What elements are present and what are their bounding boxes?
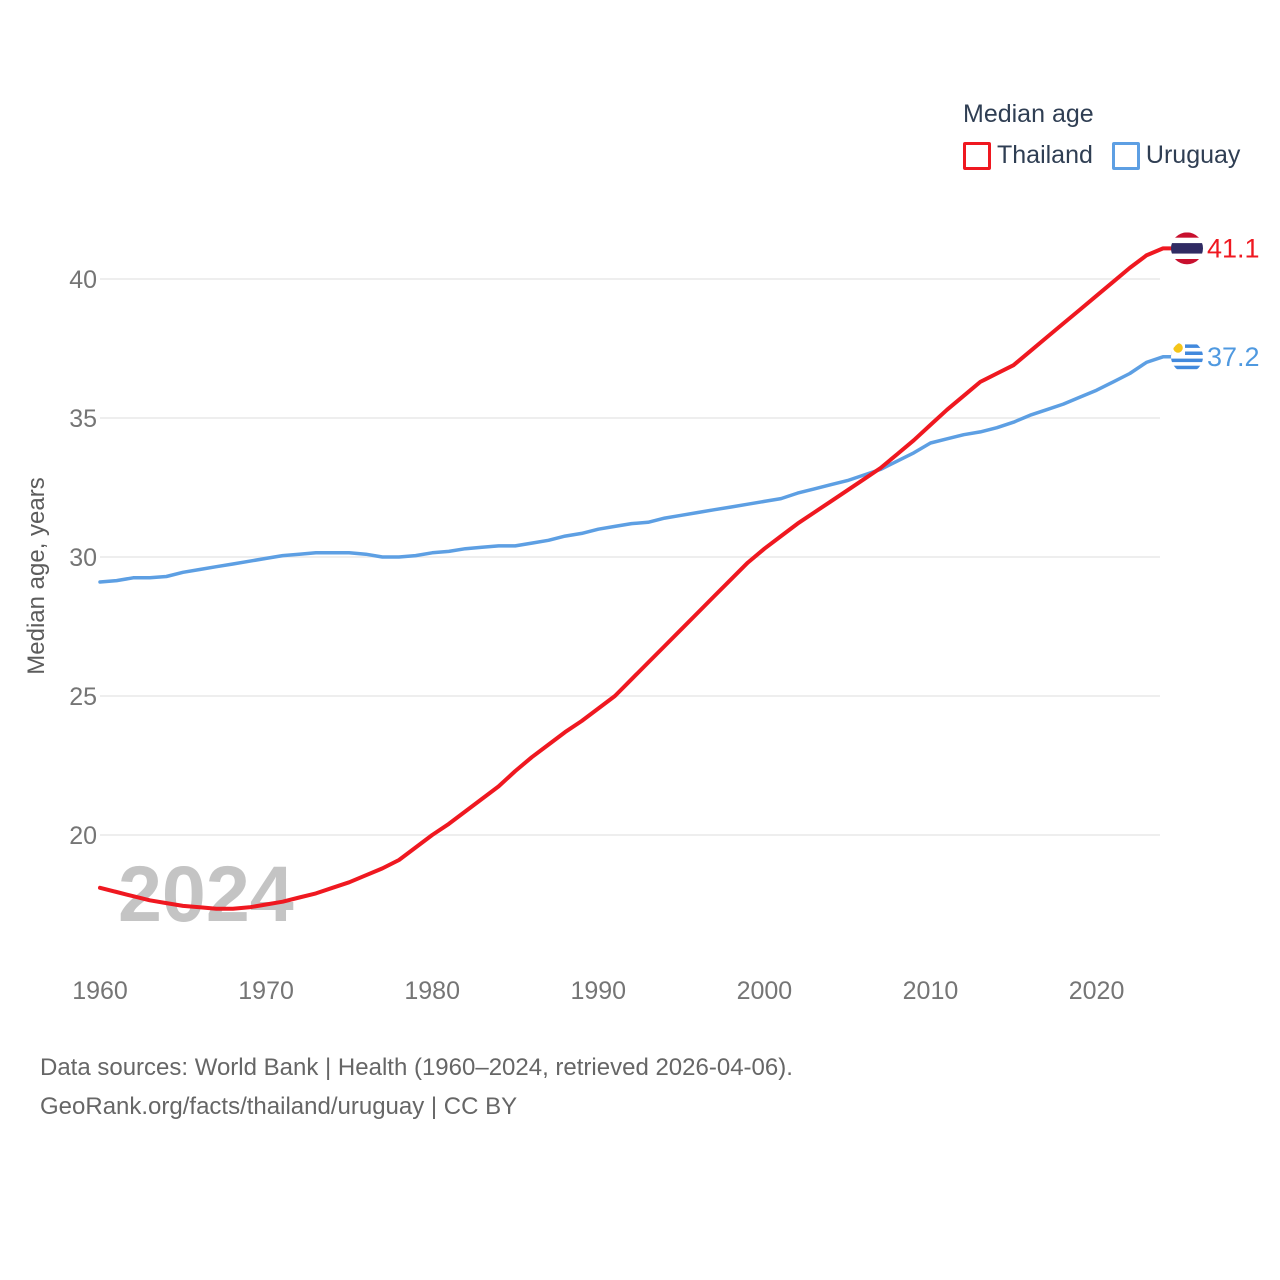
y-tick-label: 25 — [69, 683, 97, 711]
x-tick-label: 2010 — [903, 977, 959, 1005]
uruguay-flag-icon — [1171, 340, 1203, 373]
x-tick-label: 1980 — [404, 977, 460, 1005]
thailand-line[interactable] — [98, 246, 1174, 911]
y-tick-label: 35 — [69, 405, 97, 433]
thailand-end-value: 41.1 — [1207, 233, 1260, 263]
x-tick-label: 1990 — [570, 977, 626, 1005]
thailand-swatch-icon — [963, 141, 991, 170]
legend-label-thailand: Thailand — [997, 141, 1093, 169]
x-tick-label: 1970 — [238, 977, 294, 1005]
x-tick-label: 1960 — [72, 977, 128, 1005]
y-axis-label: Median age, years — [23, 477, 50, 674]
legend-item-thailand[interactable]: Thailand — [963, 141, 1093, 170]
watermark-year: 2024 — [118, 849, 294, 938]
legend-item-uruguay[interactable]: Uruguay — [1111, 141, 1241, 170]
legend-label-uruguay: Uruguay — [1145, 141, 1241, 169]
uruguay-end-value: 37.2 — [1207, 342, 1260, 372]
x-tick-label: 2000 — [737, 977, 793, 1005]
x-axis-tick-labels: 1960 1970 1980 1990 2000 2010 2020 — [72, 977, 1124, 1005]
y-tick-label: 20 — [69, 822, 97, 850]
uruguay-line[interactable] — [98, 355, 1174, 584]
y-axis-tick-labels: 20 25 30 35 40 — [69, 266, 97, 850]
y-tick-label: 30 — [69, 544, 97, 572]
footer: Data sources: World Bank | Health (1960–… — [40, 1048, 1140, 1126]
footer-attribution-link[interactable]: GeoRank.org/facts/thailand/uruguay | CC … — [40, 1093, 518, 1120]
footer-data-sources: Data sources: World Bank | Health (1960–… — [40, 1054, 793, 1081]
uruguay-swatch-icon — [1111, 141, 1140, 170]
legend: Median age Thailand Uruguay — [963, 100, 1263, 170]
x-tick-label: 2020 — [1069, 977, 1125, 1005]
y-tick-label: 40 — [69, 266, 97, 294]
legend-title: Median age — [963, 100, 1094, 128]
gridlines — [100, 278, 1160, 836]
thailand-flag-icon — [1171, 232, 1203, 265]
